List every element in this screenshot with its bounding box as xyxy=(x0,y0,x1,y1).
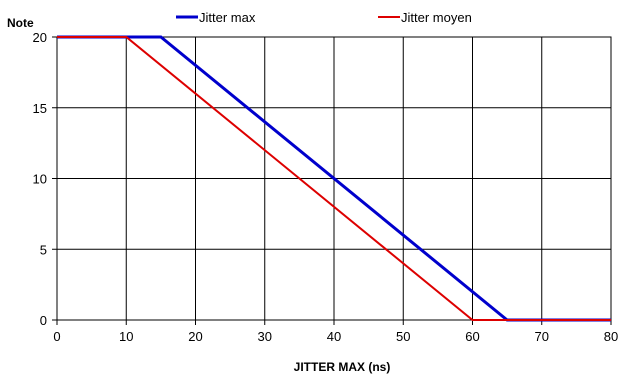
x-tick-label: 30 xyxy=(258,329,272,344)
legend-label-2: Jitter moyen xyxy=(401,10,472,25)
x-axis-title: JITTER MAX (ns) xyxy=(294,360,391,374)
y-tick-label: 15 xyxy=(33,101,47,116)
x-tick-label: 50 xyxy=(396,329,410,344)
x-tick-label: 0 xyxy=(53,329,60,344)
legend: Jitter max Jitter moyen xyxy=(176,10,472,25)
x-tick-label: 20 xyxy=(188,329,202,344)
x-tick-label: 60 xyxy=(465,329,479,344)
legend-label-1: Jitter max xyxy=(199,10,256,25)
series-lines xyxy=(57,35,611,322)
x-tick-label: 80 xyxy=(604,329,618,344)
axis-ticks: 0 10 20 30 40 50 60 70 80 0 5 10 15 20 xyxy=(33,30,619,344)
series-line-2 xyxy=(57,36,611,321)
y-tick-label: 5 xyxy=(40,242,47,257)
y-axis-title: Note xyxy=(7,16,34,30)
y-tick-label: 10 xyxy=(33,172,47,187)
y-tick-label: 20 xyxy=(33,30,47,45)
x-tick-label: 40 xyxy=(327,329,341,344)
y-tick-label: 0 xyxy=(40,313,47,328)
x-tick-label: 70 xyxy=(535,329,549,344)
x-tick-label: 10 xyxy=(119,329,133,344)
